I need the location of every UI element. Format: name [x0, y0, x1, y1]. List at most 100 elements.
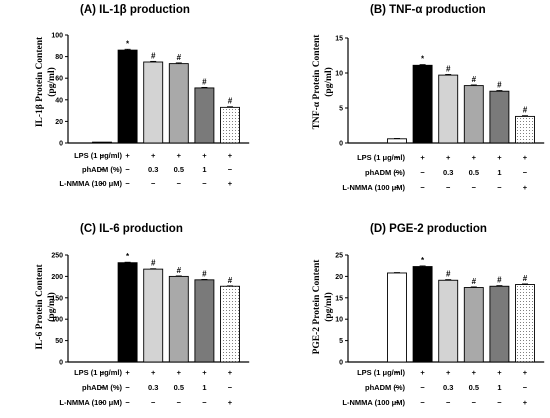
condition-cell: − [100, 151, 105, 160]
panel-c-plot: 0 50 100 150 200 250 * # # # # [51, 252, 250, 367]
condition-cell: − [472, 183, 477, 192]
condition-cell: + [523, 153, 528, 162]
condition-cell: + [228, 151, 233, 160]
condition-cell: + [420, 153, 425, 162]
condition-row-label: L-NMMA (100 μM) [59, 398, 122, 407]
y-tick-label: 20 [55, 119, 63, 126]
condition-cell: + [446, 368, 451, 377]
condition-row-label: L-NMMA (100 μM) [342, 398, 405, 407]
y-tick-label: 0 [339, 141, 343, 148]
y-tick-label: 100 [51, 33, 63, 40]
panel-d: (D) PGE-2 production PGE-2 Protein Conte… [312, 223, 545, 407]
bar [220, 106, 240, 144]
condition-cell: 0.5 [469, 383, 479, 392]
condition-cell: + [151, 151, 156, 160]
condition-cell: + [177, 151, 182, 160]
condition-cell: + [228, 398, 233, 407]
condition-cell: − [472, 398, 477, 407]
condition-cell: − [100, 398, 105, 407]
condition-cell: 1 [202, 383, 206, 392]
y-tick-label: 100 [51, 317, 63, 324]
condition-cell: + [497, 153, 502, 162]
condition-cell: − [100, 165, 105, 174]
condition-cell: − [202, 179, 207, 188]
condition-cell: − [100, 368, 105, 377]
panel-b: (B) TNF-α production TNF-α Protein Conte… [312, 4, 545, 192]
panel-b-title: (B) TNF-α production [370, 4, 486, 16]
condition-row-label: LPS (1 μg/ml) [74, 151, 122, 160]
panel-c-condition-table: LPS (1 μg/ml)− + + + + +phADM (%)− −0.3 0.5 1 −L-… [59, 368, 232, 407]
condition-row-label: L-NMMA (100 μM) [342, 183, 405, 192]
condition-cell: + [125, 151, 130, 160]
condition-cell: − [125, 165, 130, 174]
condition-cell: 0.3 [148, 165, 158, 174]
bar [143, 268, 164, 363]
panel-b-condition-table: LPS (1 μg/ml)− + + + + +phADM (%)− −0.3 0.5 1 −L-… [342, 153, 527, 192]
condition-cell: − [497, 183, 502, 192]
significance-mark: # [202, 77, 207, 86]
y-tick-label: 5 [339, 106, 343, 113]
y-tick-label: 25 [335, 253, 343, 260]
panel-b-ylabel-2: (pg/ml) [323, 67, 334, 97]
panel-a-title: (A) IL-1β production [80, 4, 190, 16]
significance-mark: # [523, 106, 528, 115]
bar [387, 272, 407, 363]
condition-cell: + [446, 153, 451, 162]
significance-mark: # [228, 276, 233, 285]
condition-cell: + [202, 151, 207, 160]
condition-cell: − [395, 168, 400, 177]
panel-d-ylabel-1: PGE-2 Protein Content [312, 259, 322, 355]
condition-cell: + [523, 183, 528, 192]
panel-c-ylabel-1: IL-6 Protein Content [35, 264, 45, 350]
panel-d-title: (D) PGE-2 production [370, 223, 487, 235]
condition-cell: + [177, 368, 182, 377]
condition-cell: − [228, 383, 233, 392]
y-tick-label: 10 [335, 317, 343, 324]
y-tick-label: 250 [51, 253, 63, 260]
significance-mark: * [126, 39, 130, 48]
significance-mark: * [126, 252, 130, 261]
panel-c: (C) IL-6 production IL-6 Protein Content… [35, 223, 250, 407]
condition-cell: − [151, 398, 156, 407]
y-tick-label: 80 [55, 54, 63, 61]
condition-cell: − [395, 398, 400, 407]
condition-cell: + [151, 368, 156, 377]
significance-mark: # [523, 274, 528, 283]
panel-a: (A) IL-1β production IL-1β Protein Conte… [35, 4, 250, 188]
condition-row-label: L-NMMA (100 μM) [59, 179, 122, 188]
panel-a-ylabel-2: (pg/ml) [46, 67, 57, 97]
condition-cell: 0.3 [148, 383, 158, 392]
panel-c-ylabel-2: (pg/ml) [46, 292, 57, 322]
bar [515, 115, 535, 144]
condition-cell: + [497, 368, 502, 377]
condition-cell: 0.5 [174, 165, 184, 174]
bar [438, 279, 459, 363]
condition-cell: 0.5 [174, 383, 184, 392]
condition-cell: − [446, 398, 451, 407]
y-tick-label: 15 [335, 36, 343, 43]
y-tick-label: 20 [335, 274, 343, 281]
condition-cell: − [125, 398, 130, 407]
condition-cell: 0.5 [469, 168, 479, 177]
condition-row-label: LPS (1 μg/ml) [357, 368, 405, 377]
bar [220, 285, 240, 363]
panel-a-condition-table: LPS (1 μg/ml)− + + + + +phADM (%)− −0.3 0.5 1 −L-… [59, 151, 232, 188]
condition-cell: − [177, 179, 182, 188]
significance-mark: # [151, 259, 156, 268]
condition-cell: 0.3 [443, 168, 453, 177]
bar [194, 87, 215, 144]
y-tick-label: 60 [55, 76, 63, 83]
significance-mark: # [151, 51, 156, 60]
condition-cell: − [125, 383, 130, 392]
significance-mark: # [472, 277, 477, 286]
condition-cell: − [420, 398, 425, 407]
y-tick-label: 50 [55, 338, 63, 345]
condition-cell: 1 [202, 165, 206, 174]
condition-cell: + [125, 368, 130, 377]
condition-cell: − [446, 183, 451, 192]
condition-row-label: phADM (%) [365, 168, 405, 177]
significance-mark: # [472, 75, 477, 84]
y-tick-label: 0 [339, 360, 343, 367]
significance-mark: * [421, 256, 425, 265]
